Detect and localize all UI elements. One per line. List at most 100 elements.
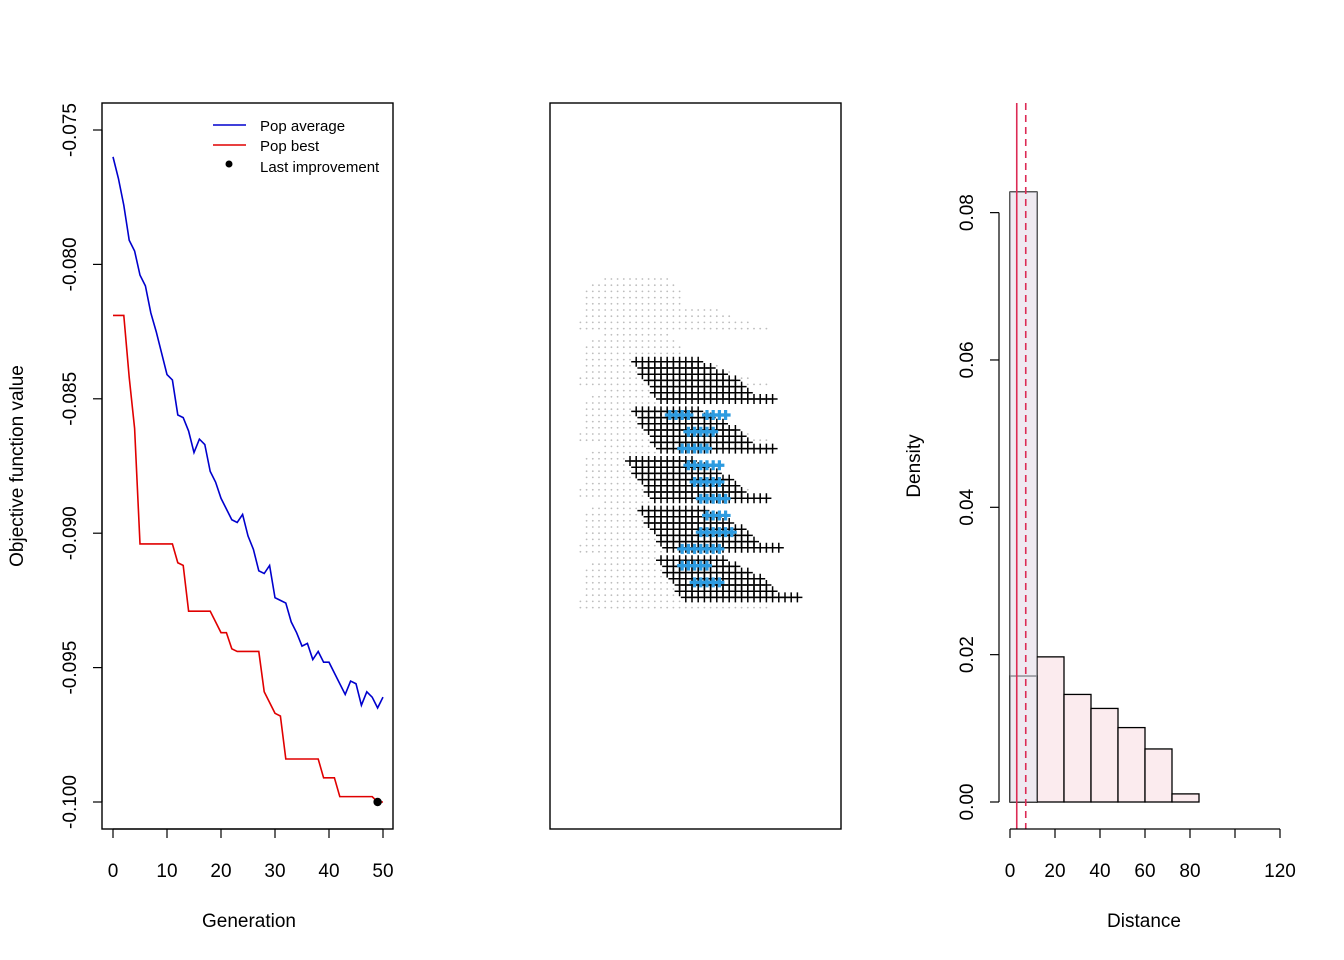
grid-point	[598, 470, 600, 473]
grid-point	[610, 333, 613, 336]
grid-point	[759, 606, 762, 609]
grid-point	[622, 364, 625, 367]
grid-point	[604, 470, 607, 473]
grid-point	[629, 513, 631, 516]
grid-point	[641, 488, 644, 491]
grid-point	[591, 284, 594, 287]
grid-point	[610, 451, 613, 454]
grid-point	[709, 321, 712, 324]
grid-point	[585, 588, 588, 590]
grid-point	[653, 600, 656, 603]
grid-point	[585, 296, 588, 299]
grid-point	[591, 402, 594, 404]
grid-point	[660, 302, 662, 305]
grid-point	[641, 594, 644, 597]
grid-point	[622, 352, 625, 355]
grid-point	[635, 445, 638, 448]
grid-point	[647, 538, 650, 541]
grid-point	[653, 302, 656, 305]
grid-point	[641, 402, 644, 404]
grid-point	[715, 606, 718, 609]
grid-point	[635, 346, 638, 349]
grid-point	[709, 606, 712, 609]
grid-point	[765, 327, 768, 330]
last-improvement-point	[373, 797, 382, 807]
grid-point	[610, 482, 613, 485]
grid-point	[660, 588, 662, 590]
grid-point	[653, 352, 656, 355]
selected-point	[702, 443, 712, 454]
grid-point	[616, 377, 619, 380]
grid-point	[728, 606, 731, 609]
grid-point	[629, 414, 631, 417]
grid-point	[647, 333, 650, 336]
grid-point	[585, 377, 588, 380]
grid-point	[672, 606, 675, 609]
grid-point	[591, 588, 594, 590]
grid-point	[765, 439, 768, 442]
grid-point	[604, 420, 607, 423]
grid-point	[672, 290, 675, 293]
grid-point	[684, 309, 687, 311]
grid-point	[622, 346, 625, 349]
grid-point	[647, 557, 650, 559]
grid-point	[641, 445, 644, 448]
grid-point	[629, 476, 631, 479]
grid-point	[635, 426, 638, 429]
grid-point	[666, 296, 669, 299]
grid-point	[703, 327, 706, 330]
grid-point	[641, 439, 644, 442]
grid-point	[598, 581, 600, 584]
grid-point	[641, 519, 644, 522]
grid-point	[660, 575, 662, 578]
grid-point	[629, 321, 631, 324]
grid-point	[653, 451, 656, 454]
grid-point	[585, 290, 588, 293]
grid-point	[622, 414, 625, 417]
grid-point	[641, 550, 644, 553]
grid-point	[734, 327, 737, 330]
grid-point	[616, 389, 619, 392]
grid-point	[641, 352, 644, 355]
grid-point	[635, 594, 638, 597]
grid-point	[591, 495, 594, 497]
grid-point	[598, 532, 600, 535]
grid-point	[610, 476, 613, 479]
grid-point	[629, 588, 631, 590]
grid-point	[591, 315, 594, 318]
grid-point	[591, 550, 594, 553]
grid-point	[722, 315, 724, 318]
grid-point	[622, 420, 625, 423]
grid-point	[579, 488, 582, 491]
grid-point	[635, 507, 638, 510]
grid-point	[591, 476, 594, 479]
histogram-bar	[1036, 656, 1065, 803]
grid-point	[660, 315, 662, 318]
grid-point	[647, 346, 650, 349]
plot3-x-tick-label: 120	[1264, 861, 1296, 882]
grid-point	[641, 569, 644, 572]
grid-point	[585, 358, 588, 361]
grid-point	[759, 383, 762, 386]
grid-point	[629, 377, 631, 380]
grid-point	[635, 519, 638, 522]
grid-point	[622, 309, 625, 311]
grid-point	[616, 426, 619, 429]
grid-point	[610, 457, 613, 460]
grid-point	[598, 488, 600, 491]
grid-point	[709, 309, 712, 311]
grid-point	[629, 364, 631, 367]
grid-point	[610, 445, 613, 448]
grid-point	[647, 594, 650, 597]
grid-point	[616, 358, 619, 361]
plot3-y-tick-label: 0.08	[957, 194, 978, 231]
grid-point	[641, 501, 644, 504]
grid-point	[616, 395, 619, 398]
grid-point	[622, 476, 625, 479]
grid-point	[591, 321, 594, 324]
grid-point	[616, 420, 619, 423]
candidate-point	[767, 443, 778, 454]
grid-point	[616, 284, 619, 287]
grid-point	[579, 383, 582, 386]
grid-point	[622, 588, 625, 590]
